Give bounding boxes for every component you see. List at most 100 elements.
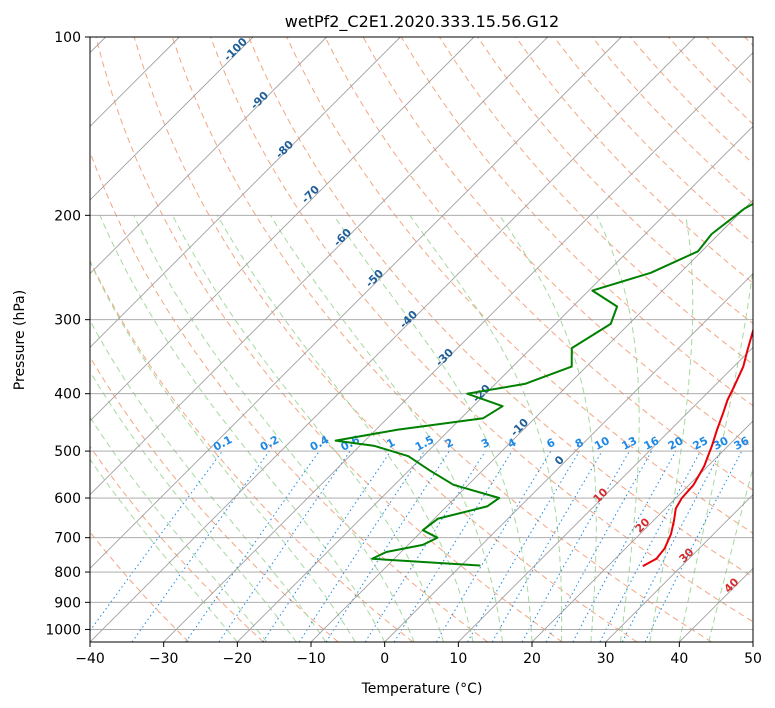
y-tick-label: 200 [54,208,81,224]
moist-adiabat-line [409,215,563,642]
mixing-ratio-line [298,450,425,642]
isotherm-line [384,273,753,642]
mixing-ratio-line [521,450,630,642]
isotherm-line [90,37,327,275]
skewed-isotherms [90,37,753,642]
isobar-gridlines [90,37,753,630]
dry-adiabat-line [95,37,563,642]
moist-adiabat-line [678,265,753,642]
dry-adiabat-line [171,37,712,642]
x-tick-label: 50 [744,651,762,667]
moist-adiabat-line [99,215,386,642]
dry-adiabat-line [90,356,339,642]
mixing-ratio-line [218,450,351,642]
mixing-ratio-line [325,450,450,642]
x-tick-label: 20 [523,651,541,667]
mixing-ratio-label: 20 [666,434,686,453]
dewpoint-profile-line [334,202,753,567]
x-tick-label: 10 [449,651,467,667]
chart-title: wetPf2_C2E1.2020.333.15.56.G12 [285,12,559,32]
moist-adiabat-line [499,215,597,642]
x-tick-label: −40 [75,651,105,667]
y-tick-label: 400 [54,387,81,403]
x-tick-label: 0 [380,651,389,667]
isotherm-line [237,125,753,642]
y-tick-label: 900 [54,595,81,611]
isotherm-line [90,37,401,348]
dry-adiabat-label: -100 [221,35,250,64]
mixing-ratio-label: 1.5 [413,433,436,454]
dry-adiabat-line [286,37,753,534]
moist-adiabat-line [90,319,327,642]
mixing-ratio-line [644,450,743,642]
y-tick-label: 500 [54,444,81,460]
moist-adiabat-line [90,370,297,642]
moist-adiabat-line [90,458,238,642]
isotherm-line [458,346,753,642]
dry-adiabat-line [90,150,488,642]
dry-adiabat-line [133,37,638,642]
moist-adiabat-line [708,466,753,642]
isotherm-line [531,420,753,642]
x-axis-label: Temperature (°C) [361,681,483,697]
dry-adiabat-line [90,259,414,642]
mixing-ratio-label: 30 [711,434,731,453]
moist-adiabat-line [596,215,640,642]
dry-adiabat-label: -40 [397,308,420,331]
y-tick-label: 300 [54,313,81,329]
isotherm-line [90,37,254,201]
isotherm-line [310,199,753,642]
temperature-profile-line [642,327,753,567]
moist-adiabats [90,215,753,642]
plot-area: 0.1 0.2 0.4 0.6 1 1.5 2 3 4 6 8 10 13 16 20 25 30 36-100-… [90,35,753,642]
mixing-ratio-line [545,450,653,642]
isotherm-line [90,37,475,422]
dry-adiabat-line [706,37,753,86]
mixing-ratio-line [467,450,580,642]
isotherm-line [90,37,622,569]
dry-adiabat-line [248,37,753,578]
dry-adiabat-label: -70 [299,183,322,206]
x-tick-label: −10 [296,651,326,667]
plot-frame [89,36,754,643]
mixing-ratio-line [599,450,701,642]
mixing-ratio-label: 6 [544,436,557,451]
dry-adiabat-label: -80 [273,138,296,161]
x-axis-ticks: −40 −30 −20 −10 0 10 20 30 40 50 [75,642,762,667]
mixing-ratio-label: 10 [592,434,612,453]
y-axis-label: Pressure (hPa) [12,290,28,390]
moist-adiabat-line [649,215,694,642]
dry-adiabat-line [90,531,190,642]
dry-adiabat-line [210,37,753,623]
dry-adiabat-label: -90 [248,89,271,112]
isotherm-line [752,641,753,642]
dry-adiabat-line [515,37,753,284]
mixing-ratio-label: 25 [691,434,711,453]
sounding-series [334,202,753,567]
x-tick-label: −30 [149,651,179,667]
moist-adiabat-line [270,215,503,642]
isotherm-line [90,37,548,496]
isotherm-line [90,37,696,642]
y-tick-label: 600 [54,491,81,507]
dry-adiabat-line [438,37,753,366]
mixing-ratio-label: 36 [732,434,752,453]
mixing-ratio-label: 0.1 [211,433,234,454]
moist-adiabat-line [90,416,268,642]
x-tick-label: −20 [223,651,253,667]
moist-adiabat-line [133,215,415,642]
y-tick-label: 700 [54,531,81,547]
mixing-ratio-line [131,450,270,642]
dry-adiabat-line [90,445,264,642]
isotherm-line [163,52,753,642]
moist-adiabat-label: 30 [677,545,697,565]
moist-adiabat-line [333,215,533,642]
mixing-ratio-label: 16 [642,434,662,453]
mixing-ratio-line [262,450,392,642]
moist-adiabat-line [90,260,356,642]
mixing-ratio-label: 0.4 [308,433,332,454]
dry-adiabat-line [744,37,753,47]
y-tick-label: 100 [54,30,81,46]
moist-adiabat-line [217,215,474,642]
